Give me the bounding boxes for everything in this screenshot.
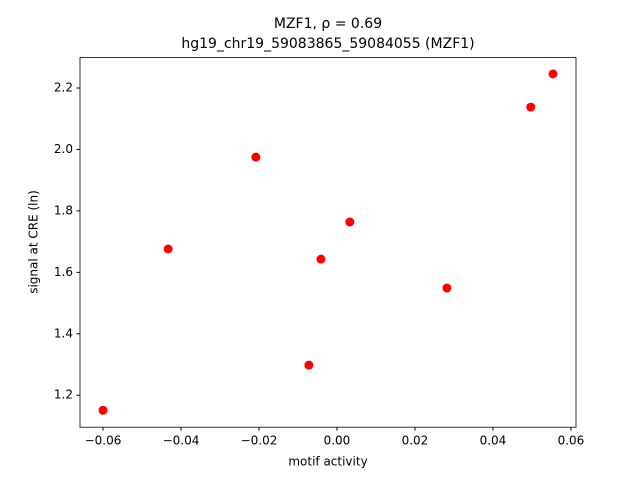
x-tick-label: −0.02 <box>241 434 278 448</box>
y-tick-label: 1.6 <box>54 265 73 279</box>
point <box>163 244 173 254</box>
y-tick-label: 2.2 <box>54 81 73 95</box>
x-tick-label: 0.04 <box>480 434 507 448</box>
point <box>442 283 452 293</box>
x-tick-label: 0.00 <box>324 434 351 448</box>
x-tick-label: −0.04 <box>163 434 200 448</box>
x-tick-label: 0.02 <box>402 434 429 448</box>
y-tick-label: 1.4 <box>54 326 73 340</box>
chart-subtitle: hg19_chr19_59083865_59084055 (MZF1) <box>181 36 474 52</box>
y-axis-label: signal at CRE (ln) <box>27 190 41 294</box>
chart-title: MZF1, ρ = 0.69 <box>274 16 382 32</box>
point <box>345 217 355 227</box>
plot-frame <box>79 57 577 428</box>
point <box>316 254 326 264</box>
y-tick-label: 2.0 <box>54 142 73 156</box>
point <box>251 152 261 162</box>
point <box>526 102 536 112</box>
x-tick-label: 0.06 <box>558 434 585 448</box>
point <box>304 360 314 370</box>
y-tick-label: 1.8 <box>54 203 73 217</box>
point <box>98 405 108 415</box>
point <box>548 69 558 79</box>
x-tick-label: −0.06 <box>85 434 122 448</box>
y-tick-label: 1.2 <box>54 388 73 402</box>
x-axis-label: motif activity <box>288 455 367 469</box>
